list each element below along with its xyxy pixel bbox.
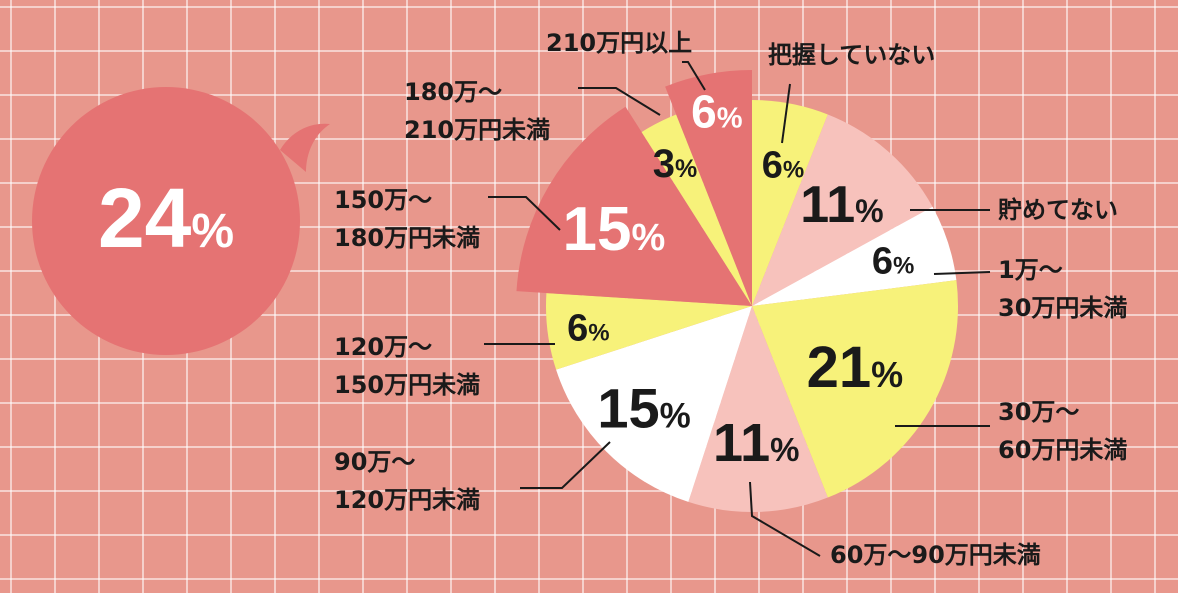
slice-10 — [665, 70, 752, 306]
leader-line-9 — [578, 87, 661, 116]
label-60-90: 60万～90万円未満 — [830, 541, 1041, 569]
slice-value-6: 15% — [597, 377, 690, 440]
leader-line-6 — [520, 441, 611, 489]
label-210plus: 210万円以上 — [546, 29, 692, 57]
slice-2 — [752, 114, 933, 307]
slice-value-2: 11% — [800, 176, 883, 234]
slice-9 — [641, 114, 752, 307]
label-30-60: 30万～ 60万円未満 — [998, 398, 1127, 464]
leader-line-8 — [488, 196, 561, 231]
label-1-30: 1万～ 30万円未満 — [998, 256, 1127, 322]
slice-value-4: 21% — [807, 335, 904, 400]
label-90-120: 90万～ 120万円未満 — [334, 448, 480, 514]
slice-4 — [752, 280, 958, 498]
label-unknown: 把握していない — [768, 41, 935, 69]
highlight-value: 24% — [98, 171, 234, 265]
category-labels: 把握していない 貯めてない 1万～ 30万円未満 30万～ 60万円未満 60万～9… — [334, 29, 1127, 569]
label-150-180: 150万～ 180万円未満 — [334, 186, 480, 252]
label-180-210: 180万～ 210万円未満 — [404, 78, 550, 144]
leader-lines — [484, 61, 991, 557]
slice-8 — [516, 106, 752, 306]
slice-value-8: 15% — [562, 195, 665, 264]
slice-value-3: 6% — [872, 240, 914, 282]
slice-3 — [752, 206, 957, 306]
highlight-bubble: 24% — [32, 87, 330, 355]
slice-value-7: 6% — [567, 307, 609, 349]
slice-value-1: 6% — [762, 145, 804, 187]
leader-line-10 — [682, 61, 706, 91]
slice-value-5: 11% — [713, 413, 799, 473]
leader-line-3 — [933, 271, 991, 275]
label-120-150: 120万～ 150万円未満 — [334, 333, 480, 399]
pie-slices — [516, 70, 958, 512]
label-none: 貯めてない — [998, 196, 1118, 224]
highlight-number: 24 — [98, 171, 192, 265]
slice-value-9: 3% — [653, 142, 697, 186]
slice-6 — [556, 306, 752, 502]
highlight-unit: % — [191, 205, 234, 258]
slice-5 — [688, 306, 828, 512]
slice-1 — [752, 100, 828, 306]
slice-values: 6%11%6%21%11%15%6%15%3%6% — [562, 85, 914, 472]
slice-7 — [546, 293, 752, 370]
leader-line-1 — [781, 83, 791, 144]
leader-line-5 — [749, 481, 821, 557]
slice-value-10: 6% — [691, 85, 743, 137]
